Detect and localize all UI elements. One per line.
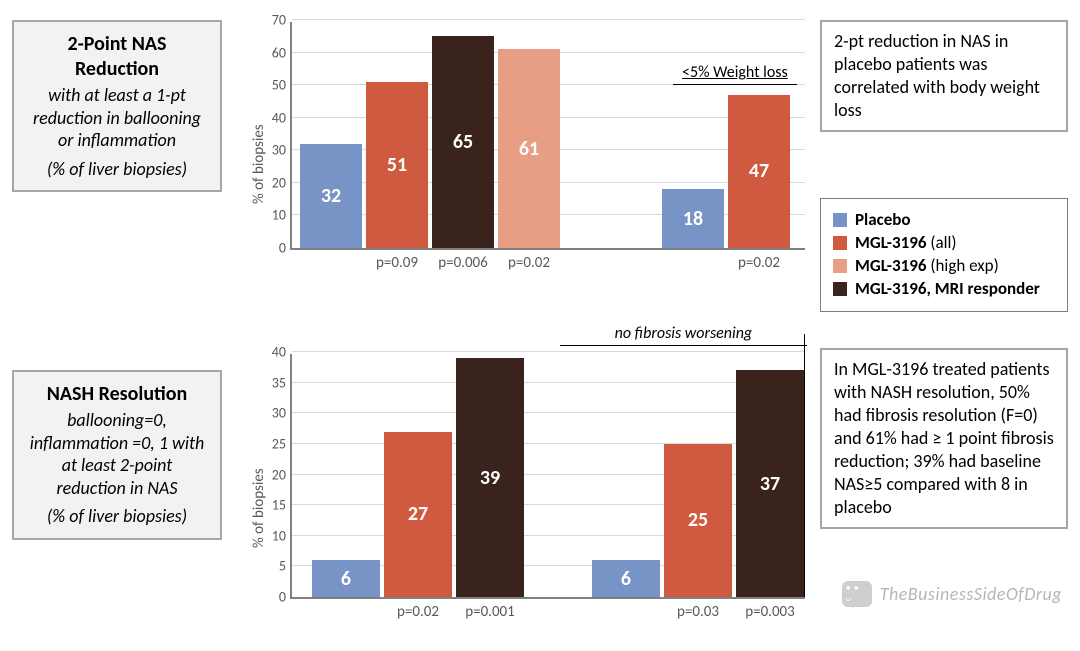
- bar-value-label: 27: [384, 502, 452, 526]
- p-value-label: p=0.03: [677, 603, 719, 621]
- legend-label: Placebo: [855, 209, 911, 230]
- bar-value-label: 61: [498, 137, 560, 161]
- bar: 37: [736, 370, 804, 597]
- legend-label: MGL-3196, MRI responder: [855, 278, 1040, 299]
- p-value-label: p=0.02: [738, 254, 780, 272]
- p-value-label: p=0.09: [376, 254, 418, 272]
- bar: 51: [366, 82, 428, 248]
- bar-value-label: 6: [312, 567, 380, 591]
- annotation-text: no fibrosis worsening: [615, 324, 753, 343]
- bar: 65: [432, 36, 494, 248]
- panel-sub1: ballooning=0, inflammation =0, 1 with at…: [28, 409, 206, 499]
- y-tick-label: 10: [272, 527, 286, 544]
- y-tick-label: 0: [279, 240, 286, 257]
- bar: 47: [728, 95, 790, 248]
- legend-label: MGL-3196 (all): [855, 232, 957, 253]
- gridline: [292, 19, 805, 20]
- bar: 61: [498, 49, 560, 248]
- y-tick-label: 70: [272, 12, 286, 29]
- panel-nas-reduction: 2-Point NAS Reduction with at least a 1-…: [12, 20, 222, 192]
- legend-item: Placebo: [833, 209, 1055, 230]
- legend-item: MGL-3196 (all): [833, 232, 1055, 253]
- legend-item: MGL-3196 (high exp): [833, 255, 1055, 276]
- y-tick-label: 30: [272, 405, 286, 422]
- y-tick-label: 40: [272, 344, 286, 361]
- bar-value-label: 39: [456, 466, 524, 490]
- y-tick-label: 0: [279, 589, 286, 606]
- bar: 18: [662, 189, 724, 248]
- legend-swatch: [833, 213, 847, 227]
- y-tick-label: 10: [272, 207, 286, 224]
- plot-area: 0102030405060703251p=0.0965p=0.00661p=0.…: [290, 22, 805, 250]
- legend-swatch: [833, 236, 847, 250]
- p-value-label: p=0.006: [438, 254, 488, 272]
- y-tick-label: 50: [272, 77, 286, 94]
- panel-sub2: (% of liver biopsies): [28, 505, 206, 528]
- chart-nash-resolution: 0 5 10 15 20 25 30 35 40 6 27 p=0.02 39 p=0.001 6 25 p=0…: [240, 338, 810, 638]
- bar-value-label: 47: [728, 159, 790, 183]
- gridline: [292, 412, 805, 413]
- annotation-vline: [804, 334, 805, 597]
- bar-value-label: 6: [592, 567, 660, 591]
- y-tick-label: 15: [272, 497, 286, 514]
- bar: 6: [312, 560, 380, 597]
- y-tick-label: 25: [272, 435, 286, 452]
- bar: 27: [384, 432, 452, 597]
- legend-label: MGL-3196 (high exp): [855, 255, 999, 276]
- y-tick-label: 30: [272, 142, 286, 159]
- y-tick-label: 35: [272, 374, 286, 391]
- wechat-icon: • •ᴗ: [842, 581, 872, 607]
- y-tick-label: 5: [279, 558, 286, 575]
- bar: 39: [456, 358, 524, 597]
- note-nas-placebo: 2-pt reduction in NAS in placebo patient…: [820, 20, 1068, 132]
- annotation-text: <5% Weight loss: [682, 63, 788, 82]
- p-value-label: p=0.003: [745, 603, 795, 621]
- y-axis-label: % of biopsies: [250, 468, 268, 548]
- y-axis-label: % of biopsies: [250, 124, 268, 204]
- annotation-line: [560, 345, 807, 346]
- plot-area: 0510152025303540627p=0.0239p=0.001625p=0…: [290, 354, 805, 599]
- y-tick-label: 60: [272, 44, 286, 61]
- chart-nas-reduction: 0 10 20 30 40 50 60 70 3251 p=0.09 65 p=0.006 61 p=0.…: [240, 14, 810, 294]
- annotation-line: [673, 84, 797, 85]
- legend-item: MGL-3196, MRI responder: [833, 278, 1055, 299]
- legend: PlaceboMGL-3196 (all)MGL-3196 (high exp)…: [820, 198, 1068, 312]
- bar-value-label: 18: [662, 207, 724, 231]
- y-tick-label: 20: [272, 466, 286, 483]
- watermark: • •ᴗ TheBusinessSideOfDrug: [842, 581, 1062, 607]
- p-value-label: p=0.001: [465, 603, 515, 621]
- y-tick-label: 40: [272, 109, 286, 126]
- note-nash-fibrosis: In MGL-3196 treated patients with NASH r…: [820, 348, 1068, 529]
- y-tick-label: 20: [272, 174, 286, 191]
- bar-value-label: 37: [736, 472, 804, 496]
- panel-title: NASH Resolution: [28, 382, 206, 407]
- p-value-label: p=0.02: [508, 254, 550, 272]
- panel-sub1: with at least a 1-pt reduction in balloo…: [28, 84, 206, 152]
- bar-value-label: 25: [664, 508, 732, 532]
- bar-value-label: 51: [366, 153, 428, 177]
- panel-nash-resolution: NASH Resolution ballooning=0, inflammati…: [12, 370, 222, 540]
- panel-title: 2-Point NAS Reduction: [28, 32, 206, 82]
- p-value-label: p=0.02: [397, 603, 439, 621]
- bar-value-label: 65: [432, 130, 494, 154]
- legend-swatch: [833, 259, 847, 273]
- bar: 6: [592, 560, 660, 597]
- panel-sub2: (% of liver biopsies): [28, 158, 206, 181]
- watermark-text: TheBusinessSideOfDrug: [880, 583, 1062, 605]
- bar-value-label: 32: [300, 184, 362, 208]
- bar: 25: [664, 444, 732, 597]
- legend-swatch: [833, 282, 847, 296]
- bar: 32: [300, 144, 362, 248]
- gridline: [292, 382, 805, 383]
- gridline: [292, 351, 805, 352]
